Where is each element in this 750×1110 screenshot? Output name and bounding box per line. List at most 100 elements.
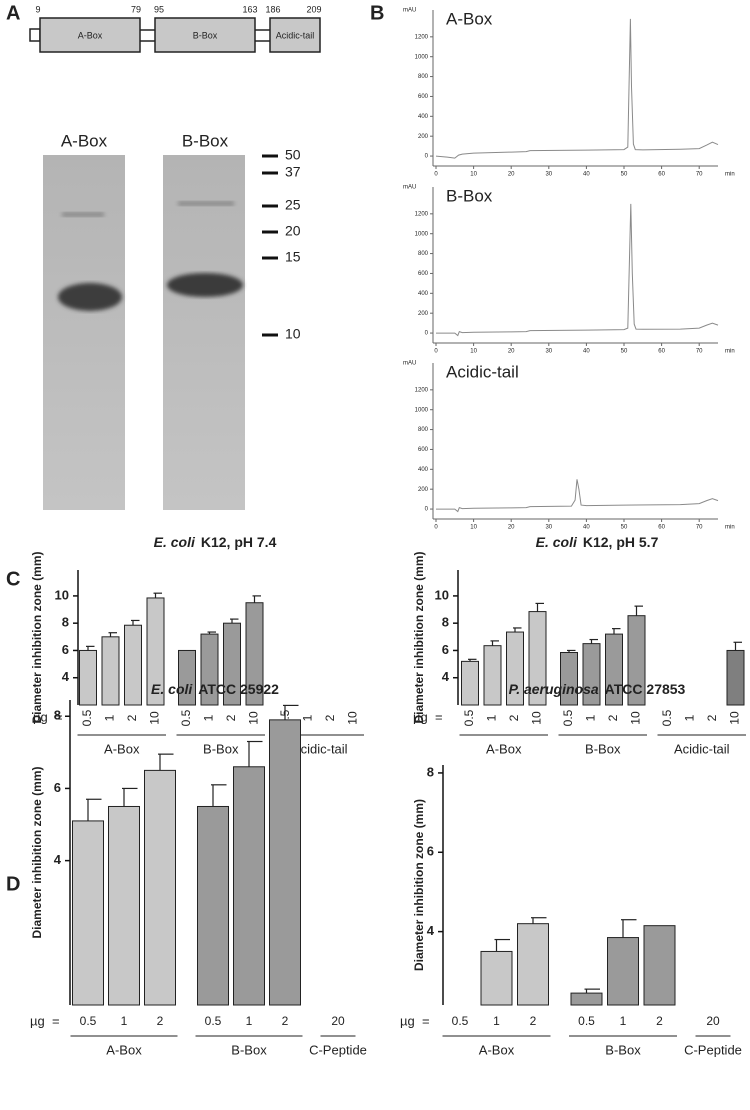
group-label: C-Peptide <box>309 1042 367 1057</box>
y-tick-label: 0 <box>425 154 429 160</box>
x-tick-label: 1 <box>121 1014 128 1028</box>
x-tick-label: 0.5 <box>205 1014 222 1028</box>
x-tick-label: 0.5 <box>660 709 674 726</box>
chart-title: P. aeruginosa ATCC 27853 <box>509 681 686 697</box>
y-tick-label: 4 <box>62 669 70 684</box>
group-label: A-Box <box>479 1042 515 1057</box>
group-label: C-Peptide <box>684 1042 742 1057</box>
x-tick-label: 70 <box>696 525 703 531</box>
lane-label: A-Box <box>61 131 108 150</box>
x-tick-label: 20 <box>706 1014 720 1028</box>
y-tick-label: 8 <box>442 615 449 630</box>
x-tick-label: 0 <box>434 349 438 355</box>
trace <box>436 203 719 337</box>
bar <box>607 937 639 1006</box>
x-tick-label: 60 <box>658 349 665 355</box>
x-tick-label: 2 <box>125 714 139 721</box>
x-tick-label: 10 <box>470 349 477 355</box>
x-tick-label: 1 <box>246 1014 253 1028</box>
bar <box>643 925 676 1006</box>
y-tick-label: 1200 <box>415 34 429 40</box>
unit-label: µg = <box>30 1013 60 1028</box>
title-species: E. coli <box>151 681 193 697</box>
x-tick-label: 0.5 <box>578 1014 595 1028</box>
marker-label: 20 <box>285 223 301 239</box>
x-tick-label: 40 <box>583 172 590 178</box>
y-tick-label: 600 <box>418 94 429 100</box>
y-tick-label: 1200 <box>415 387 429 393</box>
x-tick-label: 10 <box>470 525 477 531</box>
y-tick-label: 1000 <box>415 407 429 413</box>
x-tick-label: 1 <box>301 714 315 721</box>
title-strain: K12, pH 5.7 <box>583 534 659 550</box>
bar <box>197 805 229 1006</box>
marker-label: 50 <box>285 147 301 163</box>
y-tick-label: 800 <box>418 427 429 433</box>
bar <box>461 660 479 706</box>
x-tick-label: 1 <box>202 714 216 721</box>
x-tick-label: 1 <box>493 1014 500 1028</box>
x-tick-label: 0.5 <box>80 709 94 726</box>
x-tick-label: 20 <box>331 1014 345 1028</box>
position-label: 79 <box>131 4 141 14</box>
y-tick-label: 1000 <box>415 54 429 60</box>
panel-label: A <box>6 2 20 24</box>
chart-title: E. coli K12, pH 5.7 <box>536 534 659 550</box>
x-tick-label: 1 <box>485 714 499 721</box>
y-tick-label: 400 <box>418 467 429 473</box>
y-tick-label: 0 <box>425 507 429 513</box>
x-tick-label: 0.5 <box>462 709 476 726</box>
position-label: 95 <box>154 4 164 14</box>
y-tick-label: 6 <box>54 780 61 795</box>
bar <box>480 950 513 1006</box>
position-label: 9 <box>35 4 40 14</box>
gel <box>43 155 245 510</box>
bar <box>726 649 745 706</box>
title-strain: ATCC 25922 <box>198 681 279 697</box>
title-strain: K12, pH 7.4 <box>201 534 277 550</box>
lane-label: B-Box <box>182 131 229 150</box>
x-tick-label: 2 <box>656 1014 663 1028</box>
x-tick-label: 50 <box>621 349 628 355</box>
x-tick-label: 2 <box>224 714 238 721</box>
bar <box>570 992 603 1006</box>
y-tick-label: 1200 <box>415 211 429 217</box>
y-tick-label: 800 <box>418 74 429 80</box>
x-tick-label: 2 <box>157 1014 164 1028</box>
x-tick-label: 70 <box>696 172 703 178</box>
x-tick-label: 1 <box>103 714 117 721</box>
y-tick-label: 200 <box>418 134 429 140</box>
group-label: A-Box <box>106 1042 142 1057</box>
x-tick-label: 2 <box>606 714 620 721</box>
domain-label: B-Box <box>193 30 218 40</box>
bar <box>233 766 265 1006</box>
x-tick-label: 10 <box>629 711 643 725</box>
y-tick-label: 800 <box>418 251 429 257</box>
x-tick-label: 30 <box>545 172 552 178</box>
x-tick-label: 70 <box>696 349 703 355</box>
y-tick-label: 8 <box>427 764 434 779</box>
x-axis-label: min <box>725 172 735 178</box>
chart-title: A-Box <box>446 9 493 28</box>
x-tick-label: 10 <box>728 711 742 725</box>
y-tick-label: 10 <box>55 587 69 602</box>
bar <box>72 820 104 1006</box>
x-tick-label: 0.5 <box>452 1014 469 1028</box>
title-species: E. coli <box>536 534 578 550</box>
position-label: 163 <box>242 4 257 14</box>
x-tick-label: 0 <box>434 525 438 531</box>
x-tick-label: 2 <box>705 714 719 721</box>
x-tick-label: 30 <box>545 349 552 355</box>
bar <box>101 636 120 706</box>
group-label: Acidic-tail <box>292 741 348 756</box>
x-tick-label: 0.5 <box>179 709 193 726</box>
group-label: Acidic-tail <box>674 741 730 756</box>
x-tick-label: 20 <box>508 349 515 355</box>
y-axis-label: Diameter inhibition zone (mm) <box>30 766 44 938</box>
group-label: B-Box <box>231 1042 267 1057</box>
domain-label: Acidic-tail <box>276 30 315 40</box>
x-tick-label: 0.5 <box>561 709 575 726</box>
trace <box>435 18 719 159</box>
y-tick-label: 0 <box>425 331 429 337</box>
y-axis-label: Diameter inhibition zone (mm) <box>412 551 426 723</box>
